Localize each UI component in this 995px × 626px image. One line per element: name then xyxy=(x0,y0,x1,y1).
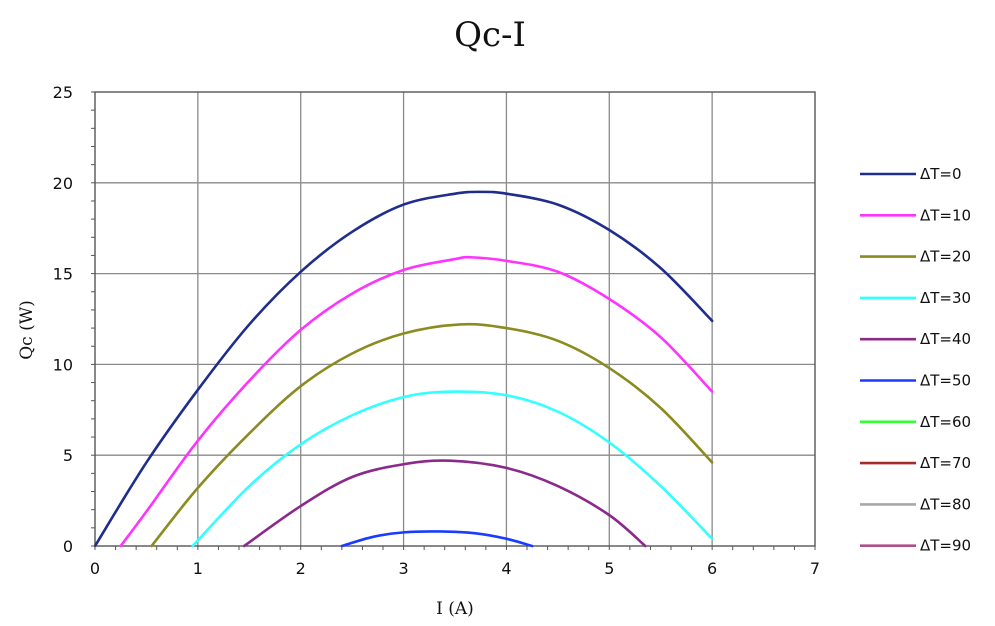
legend-label-7: ΔT=70 xyxy=(920,454,971,472)
y-axis-label: Qc (W) xyxy=(17,300,37,360)
y-tick-label: 10 xyxy=(53,355,73,374)
series-line-3 xyxy=(191,390,714,548)
series-line-2 xyxy=(150,322,714,548)
x-axis-ticks: 0 1 2 3 4 5 6 7 xyxy=(90,546,820,578)
legend-label-8: ΔT=80 xyxy=(920,495,971,513)
legend-label-5: ΔT=50 xyxy=(920,372,971,390)
x-tick-label: 5 xyxy=(604,559,614,578)
legend-label-4: ΔT=40 xyxy=(920,330,971,348)
series-line-0 xyxy=(93,190,714,548)
series-line-4 xyxy=(242,459,647,548)
legend-label-6: ΔT=60 xyxy=(920,413,971,431)
x-tick-label: 4 xyxy=(501,559,511,578)
y-tick-label: 5 xyxy=(63,446,73,465)
plot-area-frame xyxy=(94,91,816,547)
y-tick-label: 15 xyxy=(53,265,73,284)
series-group xyxy=(93,190,714,548)
legend-label-3: ΔT=30 xyxy=(920,289,971,307)
legend-label-1: ΔT=10 xyxy=(920,206,971,224)
x-tick-label: 1 xyxy=(193,559,203,578)
series-line-5 xyxy=(340,530,534,548)
legend-label-0: ΔT=0 xyxy=(920,165,962,183)
y-tick-label: 25 xyxy=(53,83,73,102)
x-tick-label: 7 xyxy=(810,559,820,578)
x-tick-label: 0 xyxy=(90,559,100,578)
legend-label-2: ΔT=20 xyxy=(920,248,971,266)
x-tick-label: 6 xyxy=(707,559,717,578)
legend-label-9: ΔT=90 xyxy=(920,537,971,555)
legend: ΔT=0 ΔT=10 ΔT=20 ΔT=30 ΔT=40 ΔT=50 ΔT=60 ΔT=70 Δ… xyxy=(860,165,971,555)
y-tick-label: 20 xyxy=(53,174,73,193)
x-tick-label: 2 xyxy=(296,559,306,578)
x-tick-label: 3 xyxy=(398,559,408,578)
grid xyxy=(95,92,815,546)
y-axis-ticks: 0 5 10 15 20 25 xyxy=(53,83,95,556)
x-axis-label: I (A) xyxy=(436,599,474,619)
series-line-1 xyxy=(119,255,714,548)
chart-title: Qc-I xyxy=(454,15,526,55)
y-tick-label: 0 xyxy=(63,537,73,556)
